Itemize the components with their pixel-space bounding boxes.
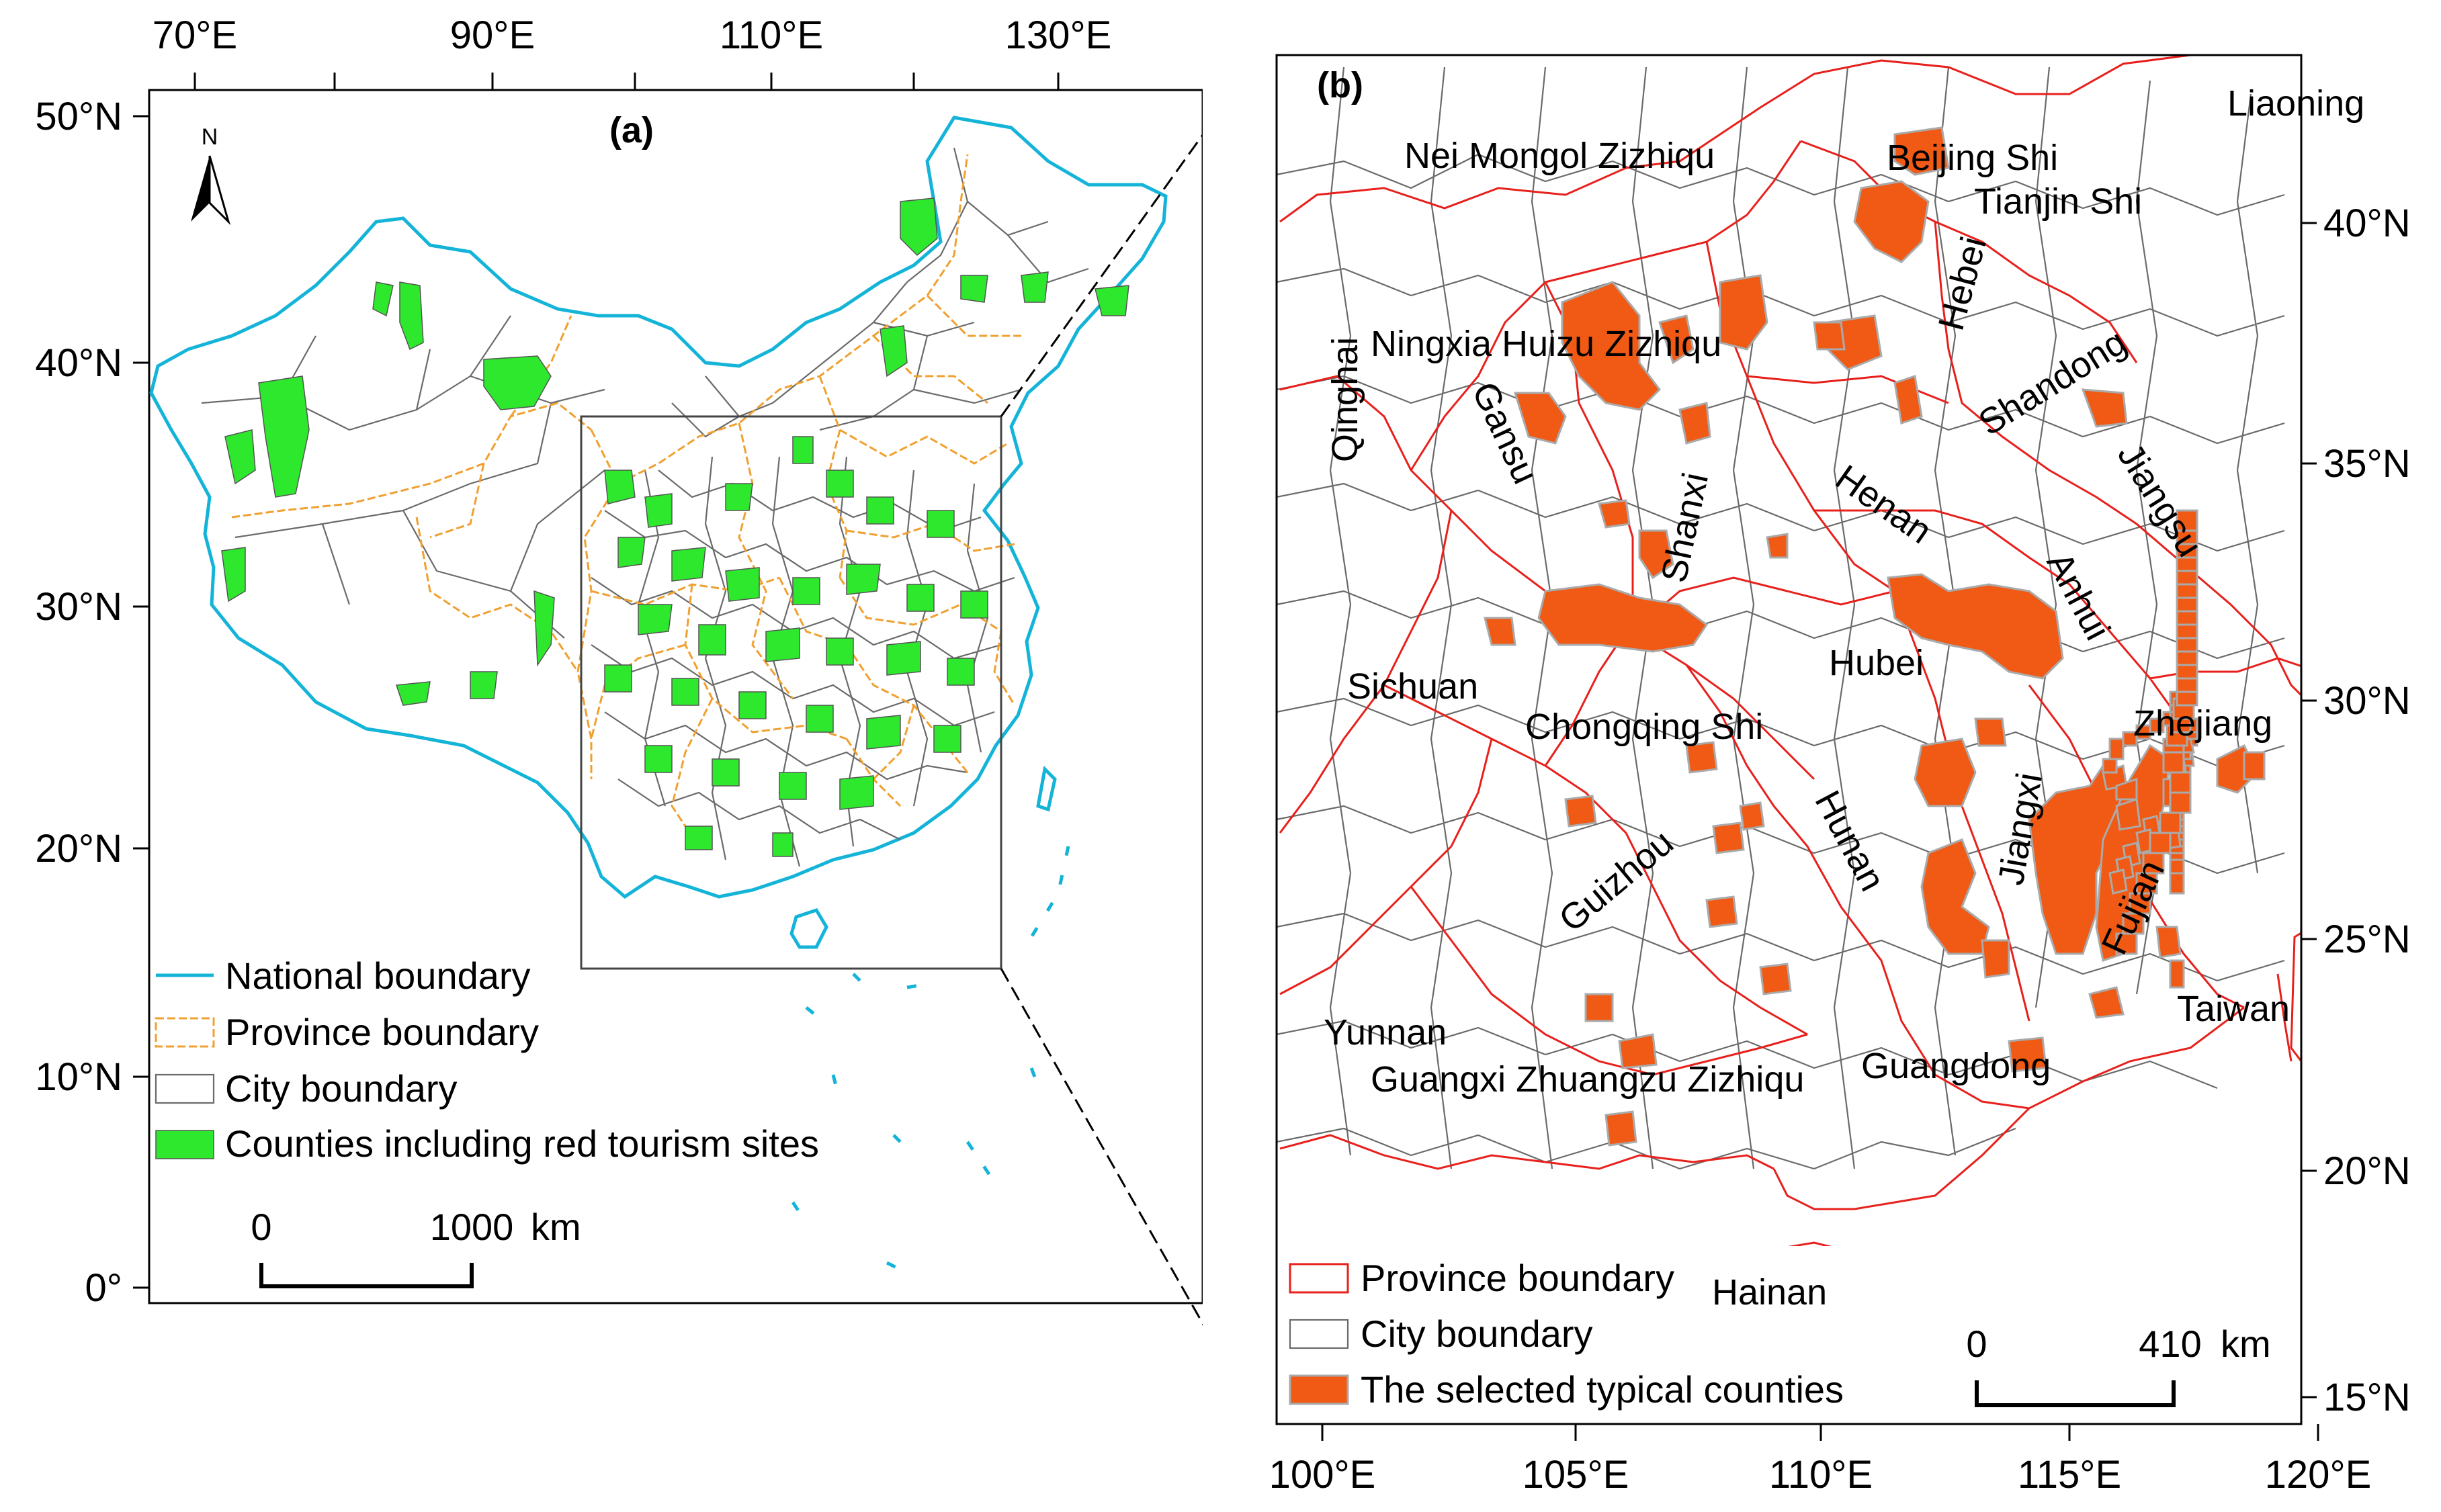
selected-counties <box>1484 126 2266 1311</box>
panel-a-legend: National boundary Province boundary City… <box>155 954 819 1165</box>
lon-tick-label: 120°E <box>2265 1453 2372 1497</box>
lon-tick-label: 110°E <box>720 13 823 57</box>
place-label: Shanxi <box>1654 470 1716 586</box>
lat-tick-label: 40°N <box>35 341 122 385</box>
legend-city-label: City boundary <box>225 1067 458 1110</box>
scale-b-end: 410 <box>2139 1323 2201 1365</box>
panel-a: 70°E 90°E 110°E 130°E 50°N 40°N 30°N 20°… <box>35 13 1204 1310</box>
scale-b-unit: km <box>2221 1323 2271 1365</box>
place-label: Qinghai <box>1325 337 1365 462</box>
panel-a-scale-bar: 0 1000 km <box>251 1206 581 1288</box>
place-label: Sichuan <box>1347 666 1478 707</box>
legend-b-city-swatch <box>1289 1319 1349 1349</box>
place-label: Guangdong <box>1861 1046 2051 1086</box>
panel-b-legend: Province boundary City boundary The sele… <box>1289 1257 1844 1411</box>
scale-a-unit: km <box>531 1206 581 1248</box>
panel-a-lat-ticks <box>133 115 149 1289</box>
panel-a-label: (a) <box>609 110 654 150</box>
place-label: Zhejiang <box>2133 703 2272 744</box>
legend-counties-label: Counties including red tourism sites <box>225 1122 819 1165</box>
mask-right <box>2301 0 2441 1512</box>
red-tourism-counties <box>221 197 1129 857</box>
legend-city-swatch <box>155 1073 215 1104</box>
lat-tick-label: 30°N <box>35 585 122 629</box>
legend-counties-swatch <box>155 1130 214 1159</box>
national-boundary <box>149 116 1168 899</box>
legend-b-province-label: Province boundary <box>1361 1257 1674 1299</box>
panel-b-lat-ticks <box>2301 222 2317 1398</box>
place-label: Guizhou <box>1551 822 1681 940</box>
panel-b-frame <box>1275 54 2303 1425</box>
panel-a-lon-ticks <box>194 73 1060 90</box>
lon-tick-label: 100°E <box>1269 1453 1376 1497</box>
place-label: Liaoning <box>2227 83 2364 124</box>
lat-tick-label: 40°N <box>2323 202 2411 245</box>
lat-tick-label: 35°N <box>2323 442 2411 486</box>
panel-b-scale-bar: 0 410 km <box>1966 1323 2271 1407</box>
legend-national-label: National boundary <box>225 954 531 997</box>
place-label: Yunnan <box>1324 1012 1447 1053</box>
place-label: Hunan <box>1807 784 1893 897</box>
lon-tick-label: 70°E <box>153 13 237 57</box>
lon-tick-label: 130°E <box>1005 13 1112 57</box>
legend-b-province-swatch <box>1289 1263 1349 1294</box>
place-label: Taiwan <box>2177 989 2290 1029</box>
scale-b-start: 0 <box>1966 1323 1987 1365</box>
legend-province-label: Province boundary <box>225 1011 539 1053</box>
panel-b-legend-bg <box>1280 1246 1912 1421</box>
zoom-extent-box <box>580 415 1002 970</box>
place-label: Chongqing Shi <box>1525 707 1763 747</box>
place-label: Tianjin Shi <box>1974 181 2142 222</box>
panel-b-lon-ticks <box>1321 1424 2319 1441</box>
china-map <box>149 116 1168 1272</box>
north-arrow-icon: N <box>191 124 231 226</box>
lat-tick-label: 10°N <box>35 1055 122 1099</box>
north-arrow-letter: N <box>202 124 218 150</box>
lon-tick-label: 110°E <box>1769 1453 1873 1497</box>
place-label: Guangxi Zhuangzu Zizhiqu <box>1371 1059 1804 1100</box>
panel-b-city-boundaries <box>1276 66 2285 1170</box>
taiwan-island <box>1036 765 1057 812</box>
mask-top <box>1277 0 2301 55</box>
lat-tick-label: 0° <box>85 1266 122 1310</box>
legend-b-city-label: City boundary <box>1361 1313 1593 1355</box>
lat-tick-label: 25°N <box>2323 918 2411 961</box>
lon-tick-label: 105°E <box>1523 1453 1629 1497</box>
lat-tick-label: 20°N <box>35 827 122 871</box>
place-label: Nei Mongol Zizhiqu <box>1404 136 1715 176</box>
lon-tick-label: 115°E <box>2018 1453 2121 1497</box>
lat-tick-label: 15°N <box>2323 1376 2411 1419</box>
lat-tick-label: 30°N <box>2323 679 2411 723</box>
place-label: Hainan <box>1712 1272 1827 1313</box>
province-boundaries <box>231 154 1021 847</box>
legend-province-swatch <box>155 1017 215 1048</box>
mask-left <box>1203 0 1277 1512</box>
scale-a-end: 1000 <box>430 1206 514 1248</box>
mask-bottom <box>1277 1424 2301 1512</box>
place-label: Beijing Shi <box>1887 138 2058 178</box>
lat-tick-label: 50°N <box>35 95 122 138</box>
place-label: Ningxia Huizu Zizhiqu <box>1371 324 1721 364</box>
panel-b-label: (b) <box>1317 65 1363 105</box>
lat-tick-label: 20°N <box>2323 1149 2411 1193</box>
south-sea-islands <box>791 846 1070 1272</box>
lon-tick-label: 90°E <box>450 13 535 57</box>
hainan-island <box>789 907 828 949</box>
legend-b-selected-swatch <box>1289 1374 1349 1405</box>
panel-b: (b) Liaoning Nei Mongol Zizhiqu Beijing … <box>1203 0 2441 1512</box>
legend-b-selected-label: The selected typical counties <box>1361 1368 1844 1411</box>
panel-b-scale-bg <box>1928 1310 2291 1421</box>
panel-b-map <box>1276 54 2319 1345</box>
scale-a-start: 0 <box>251 1206 271 1248</box>
place-label: Hubei <box>1829 643 1924 683</box>
